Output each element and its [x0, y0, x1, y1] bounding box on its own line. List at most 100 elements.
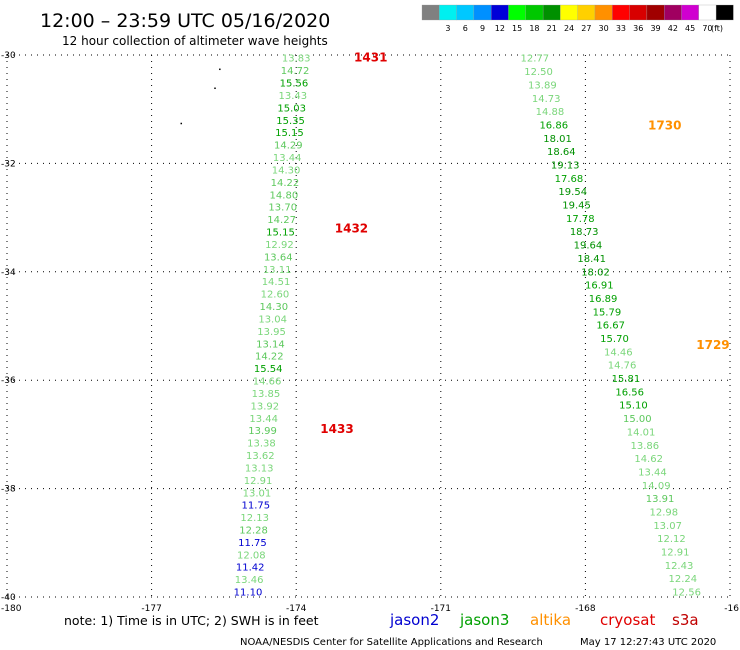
wave-height-value: 13.04: [258, 314, 287, 325]
wave-height-value: 16.67: [596, 321, 625, 332]
satellite-tracks: 13.8314.7215.5613.4315.0315.3515.1514.29…: [234, 51, 730, 599]
wave-height-value: 14.66: [253, 377, 282, 388]
wave-height-value: 18.01: [543, 134, 572, 145]
wave-height-value: 13.70: [268, 203, 297, 214]
time-label: 1730: [648, 118, 681, 132]
color-scale-swatch: [664, 4, 682, 21]
credit-text: NOAA/NESDIS Center for Satellite Applica…: [240, 637, 543, 648]
wave-height-value: 13.11: [263, 265, 292, 276]
wave-height-value: 12.28: [239, 526, 268, 537]
y-tick-label: -40: [1, 593, 16, 603]
wave-height-value: 14.62: [634, 454, 663, 465]
timestamp-text: May 17 12:27:43 UTC 2020: [580, 637, 716, 648]
x-tick-label: -180: [1, 604, 22, 614]
x-tick-label: -168: [575, 604, 596, 614]
page-title: 12:00 – 23:59 UTC 05/16/2020: [40, 10, 330, 32]
wave-height-value: 12.91: [661, 548, 690, 559]
wave-height-value: 13.95: [257, 327, 286, 338]
legend-jason2: jason2: [389, 611, 439, 629]
wave-height-value: 19.64: [574, 241, 603, 252]
color-scale-swatch: [594, 4, 613, 21]
wave-height-value: 14.22: [271, 178, 300, 189]
wave-height-value: 18.02: [581, 267, 610, 278]
wave-height-value: 12.60: [261, 290, 290, 301]
wave-height-value: 13.07: [653, 521, 682, 532]
wave-height-value: 14.22: [255, 352, 284, 363]
wave-height-value: 15.15: [266, 228, 295, 239]
wave-height-value: 17.68: [555, 174, 584, 185]
color-scale-label: 45: [685, 24, 695, 33]
y-tick-label: -38: [1, 485, 16, 495]
wave-height-value: 13.38: [247, 439, 276, 450]
x-axis-ticks: -180 -177 -174 -171 -168 -16: [1, 604, 739, 614]
wave-height-value: 14.76: [608, 361, 637, 372]
time-label: 1432: [335, 221, 368, 235]
color-scale-label: 36: [633, 24, 643, 33]
wave-height-value: 13.44: [249, 414, 278, 425]
wave-height-value: 14.88: [536, 107, 565, 118]
color-scale-label: 33: [616, 24, 626, 33]
wave-height-value: 14.01: [627, 427, 656, 438]
color-scale-swatch: [646, 4, 665, 21]
wave-height-value: 12.77: [520, 54, 549, 65]
wave-height-value: 11.10: [234, 588, 263, 599]
wave-height-value: 18.73: [570, 227, 599, 238]
wave-height-value: 12.50: [524, 67, 553, 78]
color-scale-swatch: [715, 4, 734, 21]
wave-height-value: 13.99: [248, 426, 277, 437]
wave-height-value: 15.79: [593, 307, 622, 318]
wave-height-value: 16.56: [615, 387, 644, 398]
wave-height-value: 15.35: [276, 116, 305, 127]
color-scale-swatch: [456, 4, 475, 21]
wave-height-value: 13.14: [256, 339, 285, 350]
wave-height-value: 14.72: [281, 66, 310, 77]
wave-height-value: 12.56: [672, 588, 701, 599]
color-scale-swatch: [681, 4, 699, 21]
wave-height-value: 14.80: [270, 190, 299, 201]
color-scale-label: 3: [445, 24, 450, 33]
x-tick-label: -171: [431, 604, 451, 614]
wave-height-value: 11.75: [238, 538, 267, 549]
wave-height-value: 11.42: [236, 563, 265, 574]
units-note: note: 1) Time is in UTC; 2) SWH is in fe…: [64, 613, 319, 628]
wave-height-value: 18.64: [547, 147, 576, 158]
wave-height-value: 14.51: [262, 277, 291, 288]
color-scale-swatch: [473, 4, 492, 21]
color-scale-label: 9: [480, 24, 485, 33]
legend-cryosat: cryosat: [600, 611, 655, 629]
wave-height-value: 16.91: [585, 281, 614, 292]
color-scale-legend: 3 6 9 12 15 18 21 24 27 30 33 36 39 42 45 70(ft): [421, 4, 734, 33]
wave-height-value: 13.85: [252, 389, 281, 400]
wave-height-value: 15.15: [275, 128, 304, 139]
color-scale-swatch: [629, 4, 648, 21]
color-scale-label: 39: [650, 24, 660, 33]
color-scale-swatch: [577, 4, 596, 21]
color-scale-swatch: [542, 4, 561, 21]
wave-height-value: 13.01: [243, 488, 272, 499]
wave-height-value: 12.08: [237, 550, 266, 561]
time-label: 1729: [696, 338, 729, 352]
wave-height-value: 14.30: [272, 165, 301, 176]
color-scale-swatch: [439, 4, 457, 21]
wave-height-value: 11.75: [242, 501, 271, 512]
wave-height-value: 13.64: [264, 252, 293, 263]
wave-height-value: 15.70: [600, 334, 629, 345]
data-point: [219, 68, 221, 71]
color-scale-label: 27: [581, 24, 591, 33]
color-scale-swatch: [560, 4, 578, 21]
y-tick-label: -34: [1, 268, 16, 278]
wave-height-value: 15.81: [612, 374, 641, 385]
wave-height-value: 14.29: [274, 141, 303, 152]
wave-height-value: 14.46: [604, 347, 633, 358]
wave-height-value: 13.91: [646, 494, 675, 505]
x-tick-label: -174: [286, 604, 307, 614]
y-tick-label: -32: [1, 159, 16, 169]
wave-height-value: 16.86: [539, 120, 568, 131]
color-scale-unit: (ft): [711, 24, 723, 33]
wave-height-value: 12.98: [650, 507, 679, 518]
wave-height-value: 13.13: [245, 463, 274, 474]
wave-height-value: 12.24: [669, 574, 698, 585]
color-scale-swatch: [491, 4, 509, 21]
wave-height-value: 12.92: [265, 240, 294, 251]
wave-height-value: 13.92: [250, 401, 279, 412]
